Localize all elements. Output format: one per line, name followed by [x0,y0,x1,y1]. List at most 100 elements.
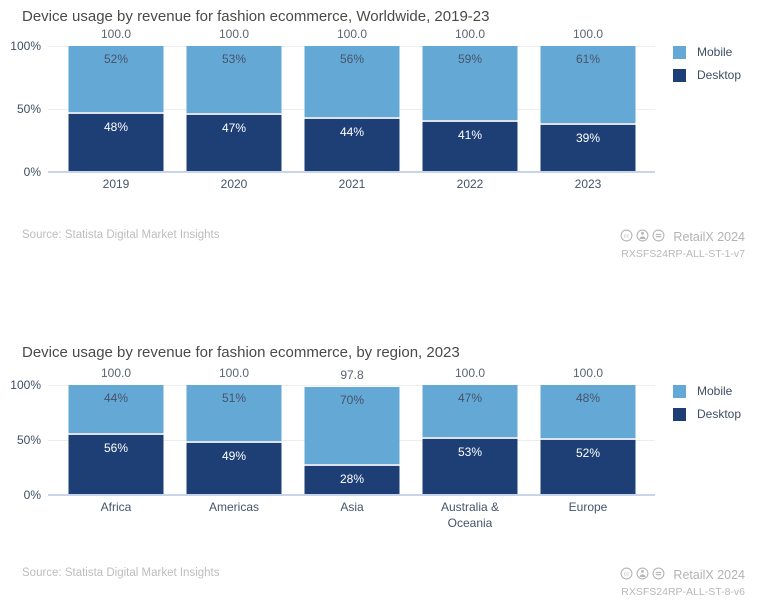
bar-total-label: 100.0 [218,27,250,41]
cc-icon: cc [620,229,633,245]
bar-segment-mobile: 47% [422,385,518,437]
cc-by-icon [636,229,649,245]
bar-total-label: 100.0 [572,27,604,41]
x-tick-label: Europe [529,500,647,531]
bar-segment-mobile: 70% [304,387,400,465]
legend-swatch [673,407,686,421]
plot-area: 100% 50% 0% 100.0 44% 56% 100.0 51% 49% 97.8 70% 28… [10,366,655,502]
bar-segment-mobile: 56% [304,46,400,117]
y-tick-label: 0% [23,165,41,179]
x-tick-label-text: 2022 [456,177,484,191]
bar-segment-desktop: 44% [304,116,400,172]
segment-value-label: 41% [457,128,483,143]
bar-slot: 100.0 56% 44% [293,27,411,172]
credit-code: RXSFS24RP-ALL-ST-1-v7 [621,247,745,260]
bar-segment-desktop: 41% [422,120,518,172]
segment-value-label: 49% [221,449,247,464]
x-tick-label-text: 2020 [220,177,248,191]
chart-footer: Source: Statista Digital Market Insights… [22,567,745,598]
x-tick-label: 2020 [175,177,293,193]
chart-title: Device usage by revenue for fashion ecom… [22,8,490,25]
bar-segment-mobile: 53% [186,46,282,113]
svg-text:cc: cc [624,572,630,578]
x-axis-line [48,494,655,496]
source-text: Source: Statista Digital Market Insights [22,567,220,580]
bar-segment-mobile: 48% [540,385,636,438]
segment-value-label: 70% [339,393,365,408]
x-axis-labels: Africa Americas Asia Australia & Oceania Eur… [57,500,757,531]
x-tick-label-text: Australia & Oceania [440,500,500,530]
plot-area: 100% 50% 0% 100.0 52% 48% 100.0 53% 47% 100.0 56% 4… [10,27,655,179]
legend-swatch [673,384,686,398]
credit-block: cc RetailX 2024 RXSFS24RP-ALL-ST-1-v7 [620,229,745,260]
credit-line: cc RetailX 2024 [620,567,745,583]
bar-segment-desktop: 53% [422,436,518,495]
chart-footer: Source: Statista Digital Market Insights… [22,229,745,260]
x-tick-label: 2022 [411,177,529,193]
bar-segment-mobile: 51% [186,385,282,442]
stacked-bar: 56% 44% [304,46,400,172]
chart-by-region: Device usage by revenue for fashion ecom… [0,336,757,598]
credit-name: RetailX 2024 [673,568,745,583]
x-tick-label-text: Asia [340,500,364,514]
bar-segment-desktop: 52% [540,437,636,495]
cc-nd-icon [652,567,665,583]
stacked-bar: 70% 28% [304,387,400,495]
legend-item-mobile: Mobile [673,45,741,59]
segment-value-label: 51% [221,391,247,405]
bars-container: 100.0 52% 48% 100.0 53% 47% 100.0 56% 44% 100.0 59… [57,27,647,172]
bar-segment-desktop: 47% [186,112,282,172]
x-tick-label-text: Africa [100,500,132,514]
bar-slot: 100.0 61% 39% [529,27,647,172]
legend-item-desktop: Desktop [673,407,741,421]
segment-value-label: 56% [103,441,129,456]
cc-nd-icon [652,229,665,245]
cc-by-icon [636,567,649,583]
segment-value-label: 39% [575,130,601,145]
gridline [48,384,655,386]
bar-segment-desktop: 28% [304,464,400,495]
x-tick-label-text: Americas [208,500,259,514]
bar-slot: 100.0 52% 48% [57,27,175,172]
bar-slot: 100.0 47% 53% [411,366,529,495]
bar-slot: 100.0 48% 52% [529,366,647,495]
x-tick-label-text: 2019 [102,177,130,191]
bar-slot: 100.0 59% 41% [411,27,529,172]
bar-segment-desktop: 39% [540,122,636,172]
segment-value-label: 28% [339,472,365,487]
x-tick-label-text: 2021 [338,177,366,191]
bar-segment-desktop: 48% [68,111,164,172]
segment-value-label: 52% [103,52,129,66]
x-tick-label: 2019 [57,177,175,193]
legend-label: Desktop [697,407,742,421]
segment-value-label: 53% [457,444,483,459]
bar-segment-mobile: 59% [422,46,518,121]
credit-line: cc RetailX 2024 [620,229,745,245]
segment-value-label: 59% [457,52,483,66]
credit-block: cc RetailX 2024 RXSFS24RP-ALL-ST-8-v6 [620,567,745,598]
stacked-bar: 53% 47% [186,46,282,172]
bar-total-label: 100.0 [572,366,604,380]
credit-code: RXSFS24RP-ALL-ST-8-v6 [621,586,745,599]
y-tick-label: 100% [10,39,41,53]
stacked-bar: 59% 41% [422,46,518,172]
chart-worldwide: Device usage by revenue for fashion ecom… [0,0,757,260]
plot-row: 100% 50% 0% 100.0 44% 56% 100.0 51% 49% 97.8 70% 28… [10,366,757,502]
stacked-bar: 48% 52% [540,385,636,495]
x-axis-labels: 2019 2020 2021 2022 2023 [57,177,757,193]
legend-label: Mobile [697,384,733,398]
segment-value-label: 44% [339,124,365,139]
y-tick-label: 100% [10,378,41,392]
stacked-bar: 52% 48% [68,46,164,172]
legend-label: Desktop [697,68,742,82]
y-tick-label: 0% [23,488,41,502]
x-tick-label: Americas [175,500,293,531]
bar-total-label: 97.8 [340,368,364,383]
bar-segment-desktop: 56% [68,433,164,495]
segment-value-label: 48% [103,119,129,134]
legend: Mobile Desktop [673,384,741,430]
x-tick-label-text: Europe [568,500,608,514]
bar-total-label: 100.0 [336,27,368,41]
bar-slot: 100.0 51% 49% [175,366,293,495]
bar-total-label: 100.0 [218,366,250,380]
